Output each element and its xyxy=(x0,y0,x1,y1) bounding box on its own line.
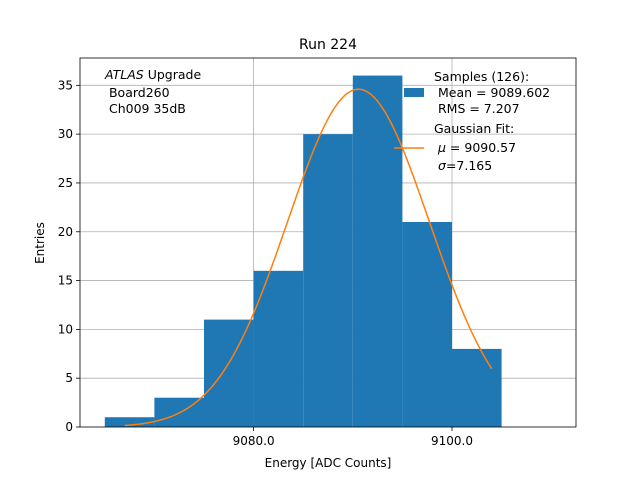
legend-mu-symbol: μ xyxy=(437,140,446,155)
y-tick-label: 0 xyxy=(65,420,73,434)
y-axis-label: Entries xyxy=(33,222,47,264)
annotation-line-3: Ch009 35dB xyxy=(105,101,186,116)
histogram-bars xyxy=(104,75,502,428)
legend-sigma-value: =7.165 xyxy=(446,158,492,173)
atlas-annotation: ATLAS Upgrade Board260 Ch009 35dB xyxy=(104,67,201,116)
histogram-bar xyxy=(204,319,254,427)
x-tick-label: 9080.0 xyxy=(233,434,275,448)
x-axis-label: Energy [ADC Counts] xyxy=(265,456,392,470)
x-tick-label: 9100.0 xyxy=(431,434,473,448)
histogram-bar xyxy=(352,75,403,428)
legend-fit-line-3: σ=7.165 xyxy=(438,158,492,173)
y-tick-label: 10 xyxy=(58,322,73,336)
y-tick-label: 5 xyxy=(65,371,73,385)
y-tick-label: 15 xyxy=(58,274,73,288)
histogram-bar xyxy=(303,134,353,427)
histogram-bar xyxy=(452,348,502,427)
legend-fit-line-2: μ = 9090.57 xyxy=(437,140,516,155)
legend-fit-line-1: Gaussian Fit: xyxy=(434,121,514,136)
y-tick-label: 25 xyxy=(58,176,73,190)
legend-samples-line-2: Mean = 9089.602 xyxy=(434,85,550,100)
y-tick-label: 30 xyxy=(58,127,73,141)
gaussian-fit-curve xyxy=(124,88,493,427)
legend-sigma-symbol: σ xyxy=(438,158,447,173)
histogram-bar xyxy=(104,417,155,427)
histogram-bar xyxy=(253,270,304,427)
annotation-atlas-italic: ATLAS xyxy=(104,67,144,82)
y-tick-label: 35 xyxy=(58,78,73,92)
legend-samples-line-3: RMS = 7.207 xyxy=(434,101,520,116)
annotation-line-2: Board260 xyxy=(105,85,170,100)
x-ticks: 9080.0 9100.0 xyxy=(233,427,473,448)
histogram-bar xyxy=(402,222,452,427)
chart-title: Run 224 xyxy=(299,37,357,53)
plot-frame xyxy=(79,57,577,428)
annotation-line-1: ATLAS Upgrade xyxy=(104,67,201,82)
annotation-upgrade: Upgrade xyxy=(144,67,202,82)
legend-mu-value: = 9090.57 xyxy=(446,140,516,155)
y-ticks: 0 5 10 15 20 25 30 35 xyxy=(58,78,80,434)
legend-samples-swatch xyxy=(404,88,424,97)
legend-samples-line-1: Samples (126): xyxy=(434,69,529,84)
legend: Samples (126): Mean = 9089.602 RMS = 7.2… xyxy=(394,69,550,173)
y-tick-label: 20 xyxy=(58,225,73,239)
